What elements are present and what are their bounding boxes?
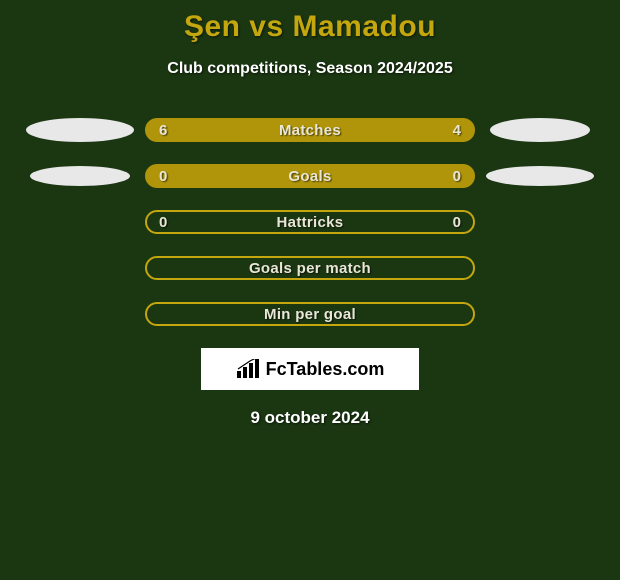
left-blob-1	[30, 166, 130, 186]
content-root: Şen vs Mamadou Club competitions, Season…	[0, 0, 620, 580]
stat-bar-goals-per-match: Goals per match	[145, 256, 475, 280]
bar-chart-icon	[236, 359, 262, 379]
stat-row-goals-per-match: Goals per match	[0, 256, 620, 280]
stat-label: Goals per match	[249, 260, 371, 277]
stat-row-hattricks: 0 Hattricks 0	[0, 210, 620, 234]
right-blob-0	[490, 118, 590, 142]
stat-bar-hattricks: 0 Hattricks 0	[145, 210, 475, 234]
stat-label: Goals	[288, 168, 331, 185]
stat-right-value: 0	[453, 214, 461, 231]
stat-right-value: 0	[453, 168, 461, 185]
stat-label: Hattricks	[277, 214, 344, 231]
stat-right-value: 4	[453, 122, 461, 139]
stat-row-goals: 0 Goals 0	[0, 164, 620, 188]
stat-bar-matches: 6 Matches 4	[145, 118, 475, 142]
logo-box: FcTables.com	[201, 348, 419, 390]
stat-bar-goals: 0 Goals 0	[145, 164, 475, 188]
stat-row-min-per-goal: Min per goal	[0, 302, 620, 326]
stat-left-value: 0	[159, 168, 167, 185]
stat-label: Matches	[279, 122, 341, 139]
stat-left-value: 0	[159, 214, 167, 231]
stat-label: Min per goal	[264, 306, 356, 323]
right-blob-1	[486, 166, 594, 186]
stat-row-matches: 6 Matches 4	[0, 118, 620, 142]
page-title: Şen vs Mamadou	[0, 0, 620, 44]
logo-text: FcTables.com	[266, 359, 385, 380]
left-blob-0	[26, 118, 134, 142]
date-text: 9 october 2024	[0, 408, 620, 428]
stats-rows: 6 Matches 4 0 Goals 0 0	[0, 118, 620, 326]
stat-left-value: 6	[159, 122, 167, 139]
stat-bar-min-per-goal: Min per goal	[145, 302, 475, 326]
page-subtitle: Club competitions, Season 2024/2025	[0, 60, 620, 78]
